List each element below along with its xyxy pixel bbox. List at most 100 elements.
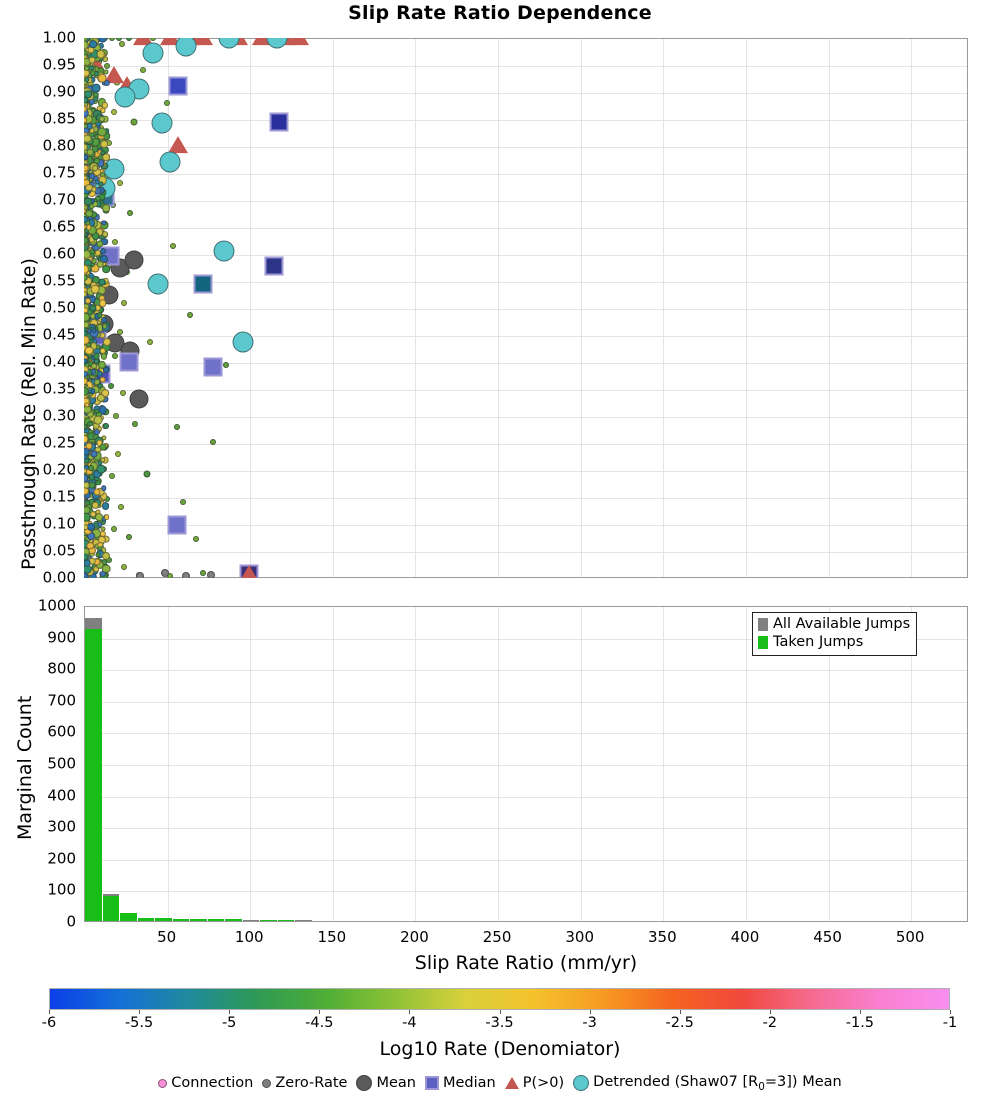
histogram-bar-taken: [172, 919, 190, 921]
scatter-marker-connection: [111, 526, 118, 533]
scatter-marker-connection: [93, 488, 101, 496]
colorbar-tick-label: -1.5: [845, 1015, 875, 1031]
histogram-bar-taken: [260, 920, 277, 921]
gridline-horizontal: [85, 390, 967, 391]
scatter-marker-connection: [89, 304, 97, 312]
colorbar-tick-mark: [589, 1010, 591, 1014]
histogram-bar-taken: [277, 920, 295, 921]
marker-legend-label: Detrended (Shaw07 [R0=3]) Mean: [593, 1074, 842, 1093]
scatter-y-tick-label: 0.45: [42, 325, 76, 344]
histogram-bar-taken: [102, 895, 119, 921]
gridline-vertical: [745, 39, 747, 577]
gridline-horizontal: [85, 174, 967, 175]
scatter-marker-connection: [132, 420, 139, 427]
scatter-marker-zero-rate: [136, 571, 145, 578]
legend-circle-icon: [262, 1078, 272, 1088]
gridline-horizontal: [85, 363, 967, 364]
scatter-marker-connection: [93, 353, 101, 360]
scatter-marker-p-gt-zero: [192, 38, 213, 46]
scatter-marker-connection: [130, 118, 138, 126]
scatter-marker-connection: [114, 450, 121, 457]
scatter-marker-connection: [102, 367, 109, 374]
scatter-marker-zero-rate: [160, 568, 169, 577]
colorbar-tick-label: -4.5: [305, 1015, 334, 1031]
scatter-marker-connection: [84, 559, 91, 567]
scatter-y-tick-label: 0.30: [42, 406, 76, 425]
scatter-marker-connection: [140, 67, 147, 74]
scatter-marker-median: [119, 352, 139, 372]
histogram-y-tick-label: 900: [47, 628, 76, 647]
scatter-y-tick-label: 0.95: [42, 55, 76, 74]
scatter-marker-connection: [97, 312, 103, 318]
scatter-marker-connection: [163, 99, 170, 106]
histogram-y-tick-label: 400: [47, 786, 76, 805]
histogram-bar-taken: [225, 919, 242, 921]
gridline-vertical: [498, 39, 500, 577]
scatter-marker-connection: [103, 422, 110, 429]
scatter-marker-detrended-mean: [151, 112, 173, 134]
marker-legend-label: Mean: [376, 1075, 416, 1092]
scatter-marker-connection: [88, 481, 96, 489]
histogram-x-tick-label: 400: [730, 928, 760, 946]
scatter-marker-connection: [100, 140, 109, 149]
scatter-marker-connection: [100, 247, 107, 254]
scatter-marker-connection: [119, 390, 126, 397]
gridline-horizontal: [85, 228, 967, 229]
scatter-y-tick-label: 0.15: [42, 487, 76, 506]
scatter-marker-connection: [103, 513, 110, 520]
scatter-marker-connection: [98, 38, 107, 44]
histogram-legend-item: All Available Jumps: [758, 616, 910, 634]
marker-legend-label: Median: [442, 1075, 496, 1092]
scatter-marker-connection: [101, 501, 110, 510]
scatter-marker-connection: [90, 450, 98, 458]
scatter-marker-detrended-mean: [232, 331, 254, 353]
histogram-bar-available: [242, 920, 260, 921]
scatter-marker-detrended-mean: [147, 273, 169, 295]
scatter-marker-connection: [84, 117, 88, 124]
scatter-marker-connection: [120, 299, 127, 306]
colorbar-tick-label: -2.5: [665, 1015, 694, 1031]
scatter-marker-connection: [110, 108, 117, 115]
scatter-y-tick-label: 0.35: [42, 379, 76, 398]
gridline-horizontal: [85, 309, 967, 310]
histogram-legend-item: Taken Jumps: [758, 634, 910, 652]
scatter-marker-connection: [101, 485, 107, 491]
scatter-y-tick-label: 0.55: [42, 271, 76, 290]
scatter-marker-zero-rate: [182, 571, 191, 578]
scatter-marker-connection: [84, 90, 92, 99]
marker-legend-label: Connection: [171, 1075, 254, 1092]
scatter-marker-connection: [109, 473, 116, 480]
scatter-marker-connection: [89, 248, 96, 255]
scatter-marker-connection: [84, 38, 88, 43]
scatter-marker-connection: [90, 284, 100, 294]
histogram-y-tick-label: 300: [47, 817, 76, 836]
gridline-horizontal: [85, 336, 967, 337]
marker-legend: Connection Zero-Rate Mean Median P(>0) Detren…: [0, 1074, 1000, 1093]
marker-legend-item: Detrended (Shaw07 [R0=3]) Mean: [573, 1074, 842, 1093]
scatter-marker-connection: [98, 278, 106, 286]
scatter-marker-connection: [84, 134, 92, 144]
scatter-y-tick-label: 0.50: [42, 298, 76, 317]
scatter-y-axis-label: Passthrough Rate (Rel. Min Rate): [18, 258, 40, 570]
scatter-marker-p-gt-zero: [239, 564, 260, 578]
histogram-y-tick-label: 600: [47, 722, 76, 741]
colorbar-tick-mark: [499, 1010, 501, 1014]
histogram-y-tick-label: 200: [47, 849, 76, 868]
colorbar-tick-label: -1: [942, 1015, 958, 1031]
scatter-y-tick-label: 0.25: [42, 433, 76, 452]
scatter-marker-connection: [186, 312, 193, 319]
marker-legend-item: Zero-Rate: [262, 1075, 347, 1091]
scatter-marker-connection: [84, 423, 88, 430]
gridline-horizontal: [85, 498, 967, 499]
histogram-bar-available: [295, 920, 312, 921]
scatter-marker-connection: [118, 503, 125, 510]
scatter-marker-connection: [111, 352, 118, 359]
scatter-marker-detrended-mean: [175, 38, 197, 57]
histogram-bar-taken: [155, 917, 172, 921]
histogram-y-tick-label: 0: [66, 912, 76, 931]
scatter-marker-connection: [84, 524, 89, 530]
scatter-marker-p-gt-zero: [288, 38, 309, 46]
histogram-x-tick-label: 450: [813, 928, 842, 946]
scatter-marker-connection: [102, 564, 111, 574]
